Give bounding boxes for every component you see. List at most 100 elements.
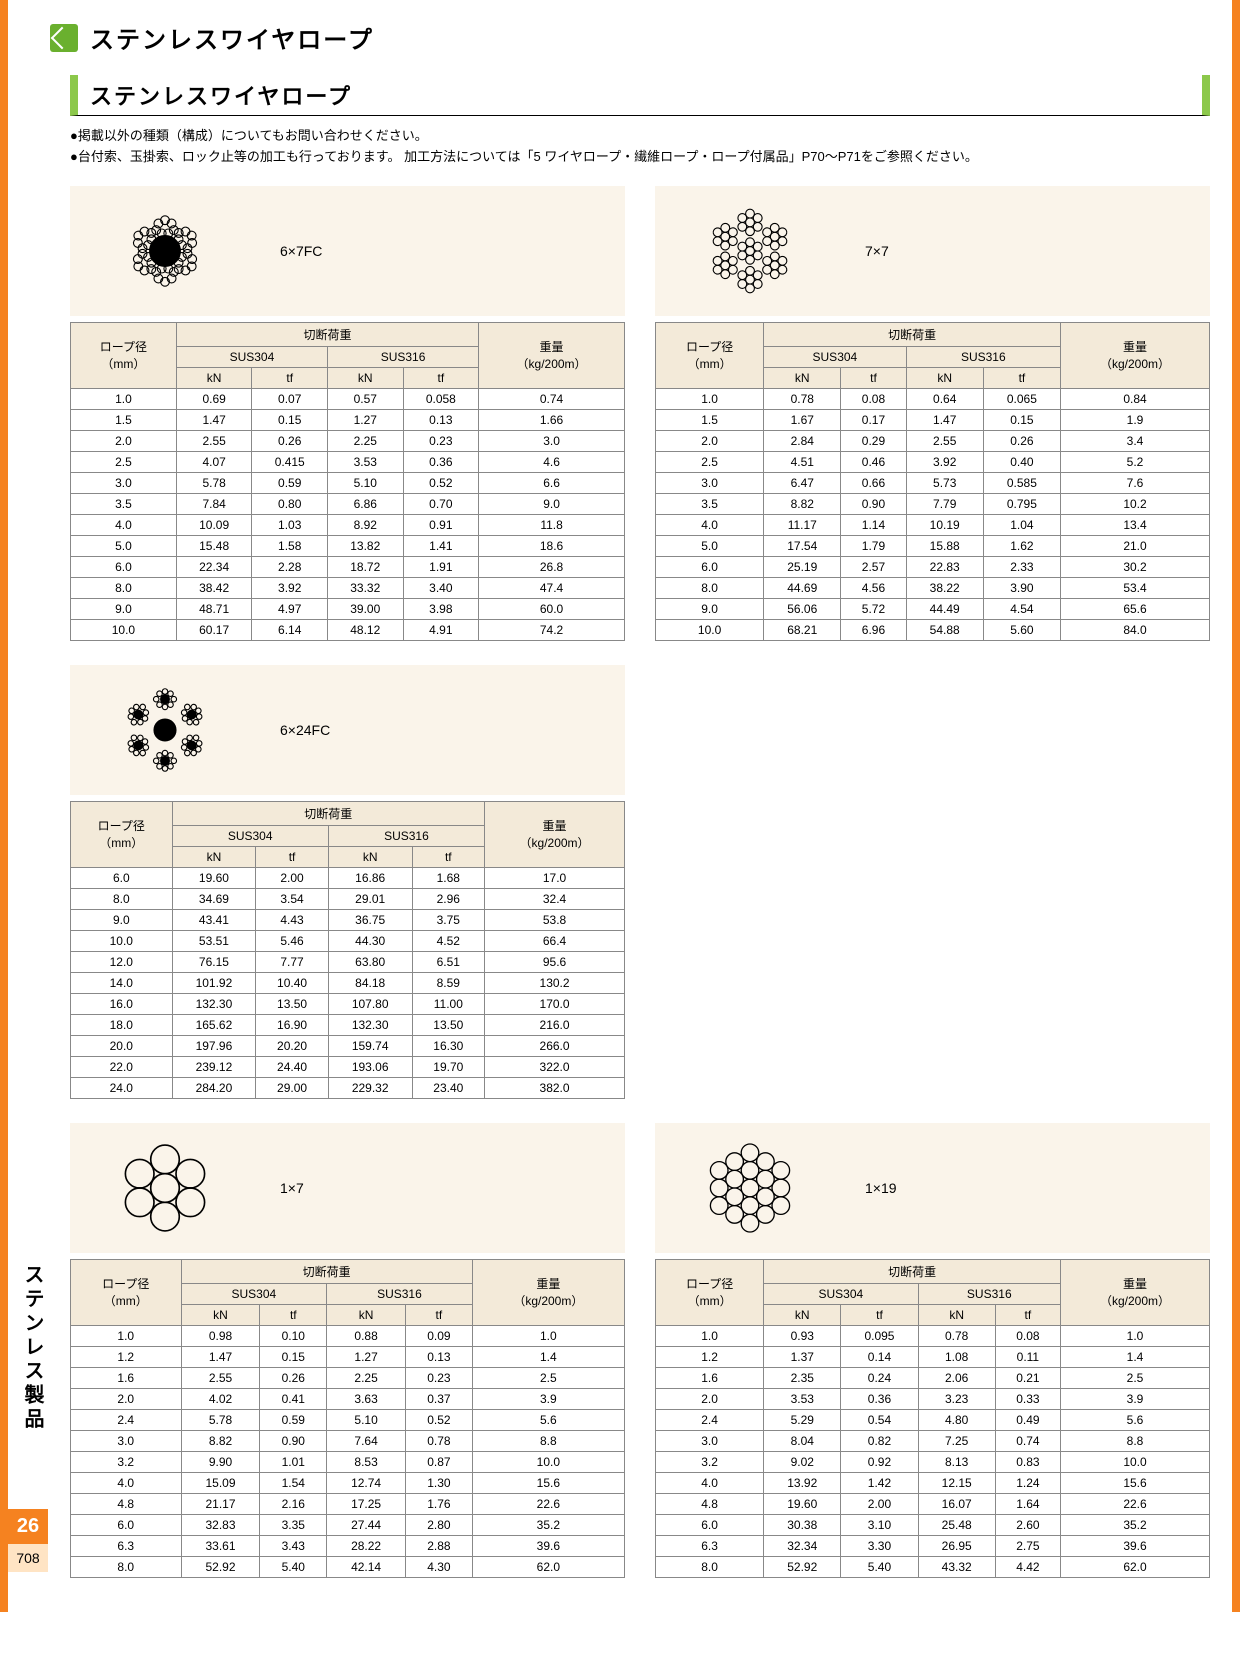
table-cell: 26.95 [918, 1535, 995, 1556]
table-cell: 1.37 [764, 1346, 841, 1367]
table-cell: 5.10 [327, 472, 403, 493]
table-cell: 2.4 [656, 1409, 764, 1430]
table-cell: 3.98 [403, 598, 479, 619]
table-cell: 1.41 [403, 535, 479, 556]
table-cell: 7.6 [1061, 472, 1210, 493]
table-cell: 3.9 [1061, 1388, 1210, 1409]
col-kn: kN [328, 846, 412, 867]
table-cell: 9.0 [71, 909, 173, 930]
table-cell: 0.57 [327, 388, 403, 409]
table-cell: 53.4 [1061, 577, 1210, 598]
col-kn: kN [764, 1304, 841, 1325]
table-cell: 4.6 [479, 451, 625, 472]
table-row: 9.048.714.9739.003.9860.0 [71, 598, 625, 619]
table-cell: 4.8 [656, 1493, 764, 1514]
page-header: ステンレスワイヤロープ [50, 20, 1210, 55]
table-cell: 322.0 [485, 1056, 625, 1077]
table-cell: 2.0 [656, 1388, 764, 1409]
table-cell: 1.6 [71, 1367, 182, 1388]
table-row: 8.034.693.5429.012.9632.4 [71, 888, 625, 909]
table-cell: 43.41 [172, 909, 256, 930]
table-cell: 1.47 [176, 409, 252, 430]
table-cell: 0.78 [406, 1430, 473, 1451]
col-tf: tf [252, 367, 328, 388]
table-cell: 3.2 [656, 1451, 764, 1472]
table-row: 4.821.172.1617.251.7622.6 [71, 1493, 625, 1514]
table-cell: 2.0 [71, 1388, 182, 1409]
table-cell: 2.35 [764, 1367, 841, 1388]
table-cell: 0.26 [252, 430, 328, 451]
table-row: 6.332.343.3026.952.7539.6 [656, 1535, 1210, 1556]
table-cell: 56.06 [764, 598, 841, 619]
col-load: 切断荷重 [764, 322, 1061, 346]
table-cell: 3.0 [71, 472, 177, 493]
table-cell: 48.71 [176, 598, 252, 619]
table-cell: 48.12 [327, 619, 403, 640]
table-cell: 4.07 [176, 451, 252, 472]
table-cell: 1.24 [995, 1472, 1060, 1493]
table-cell: 3.35 [260, 1514, 327, 1535]
table-cell: 3.30 [841, 1535, 918, 1556]
table-cell: 3.43 [260, 1535, 327, 1556]
table-cell: 42.14 [327, 1556, 406, 1577]
table-cell: 3.0 [71, 1430, 182, 1451]
spec-table: ロープ径（mm）切断荷重重量（kg/200m）SUS304SUS316kNtfk… [655, 322, 1210, 641]
table-cell: 6.0 [71, 1514, 182, 1535]
table-cell: 18.6 [479, 535, 625, 556]
col-load: 切断荷重 [176, 322, 478, 346]
table-cell: 16.30 [412, 1035, 485, 1056]
table-cell: 0.70 [403, 493, 479, 514]
table-cell: 1.0 [71, 388, 177, 409]
table-cell: 3.5 [71, 493, 177, 514]
table-cell: 53.51 [172, 930, 256, 951]
diagram-label: 7×7 [865, 243, 889, 259]
table-cell: 0.23 [403, 430, 479, 451]
table-cell: 0.15 [983, 409, 1060, 430]
table-cell: 0.84 [1061, 388, 1210, 409]
table-cell: 0.78 [764, 388, 841, 409]
table-cell: 0.92 [841, 1451, 918, 1472]
table-cell: 12.74 [327, 1472, 406, 1493]
table-cell: 132.30 [172, 993, 256, 1014]
table-row: 9.056.065.7244.494.5465.6 [656, 598, 1210, 619]
table-cell: 1.5 [71, 409, 177, 430]
table-cell: 84.0 [1061, 619, 1210, 640]
table-cell: 2.55 [176, 430, 252, 451]
table-cell: 4.0 [71, 514, 177, 535]
table-row: 2.45.290.544.800.495.6 [656, 1409, 1210, 1430]
table-row: 2.54.510.463.920.405.2 [656, 451, 1210, 472]
rope-diagram-7x7 [695, 196, 805, 306]
table-cell: 0.59 [260, 1409, 327, 1430]
table-cell: 2.0 [71, 430, 177, 451]
table-row: 2.54.070.4153.530.364.6 [71, 451, 625, 472]
table-cell: 1.47 [906, 409, 983, 430]
table-cell: 2.96 [412, 888, 485, 909]
table-cell: 22.34 [176, 556, 252, 577]
diagram-label: 1×7 [280, 1180, 304, 1196]
table-row: 1.21.470.151.270.131.4 [71, 1346, 625, 1367]
table-cell: 3.0 [656, 472, 764, 493]
table-cell: 3.5 [656, 493, 764, 514]
table-row: 9.043.414.4336.753.7553.8 [71, 909, 625, 930]
table-cell: 1.14 [841, 514, 906, 535]
table-cell: 0.49 [995, 1409, 1060, 1430]
table-cell: 7.84 [176, 493, 252, 514]
table-cell: 27.44 [327, 1514, 406, 1535]
table-cell: 44.49 [906, 598, 983, 619]
table-cell: 13.82 [327, 535, 403, 556]
table-cell: 8.82 [764, 493, 841, 514]
table-cell: 107.80 [328, 993, 412, 1014]
table-cell: 193.06 [328, 1056, 412, 1077]
table-cell: 5.46 [256, 930, 329, 951]
table-cell: 12.0 [71, 951, 173, 972]
col-sus304: SUS304 [172, 825, 328, 846]
table-cell: 22.0 [71, 1056, 173, 1077]
rope-diagram-6x7fc [110, 196, 220, 306]
table-row: 3.58.820.907.790.79510.2 [656, 493, 1210, 514]
table-cell: 0.08 [995, 1325, 1060, 1346]
table-cell: 2.33 [983, 556, 1060, 577]
table-cell: 66.4 [485, 930, 625, 951]
col-sus316: SUS316 [327, 1283, 473, 1304]
table-row: 3.08.040.827.250.748.8 [656, 1430, 1210, 1451]
table-cell: 4.80 [918, 1409, 995, 1430]
